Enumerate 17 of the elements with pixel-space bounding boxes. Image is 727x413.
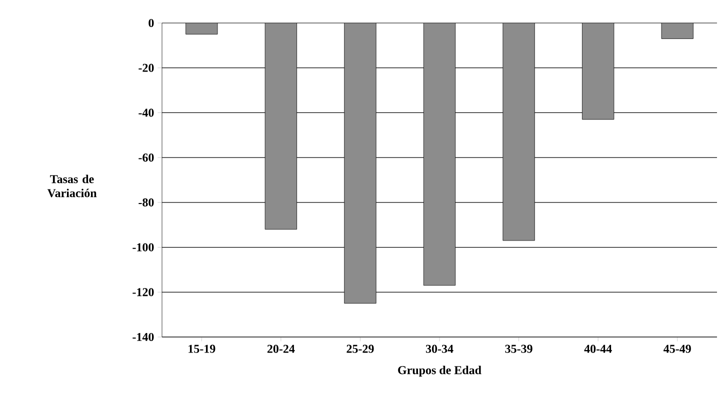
y-tick-label: -20	[138, 64, 154, 72]
y-axis-title: Tasas de Variación	[47, 174, 97, 198]
y-tick-label: -100	[132, 243, 154, 252]
y-tick-label: -140	[132, 332, 154, 342]
y-tick-label: -80	[138, 198, 154, 206]
x-tick-label: 30-34	[426, 344, 454, 353]
x-tick-label: 20-24	[267, 344, 295, 353]
x-tick-label: 35-39	[505, 344, 532, 353]
y-tick-label: -120	[132, 288, 154, 296]
x-tick-label: 40-44	[584, 344, 612, 353]
x-tick-label: 25-29	[346, 344, 374, 353]
y-tick-label: 0	[148, 18, 154, 28]
y-tick-label: -60	[138, 154, 154, 162]
x-axis-title: Grupos de Edad	[398, 366, 482, 377]
y-tick-label: -40	[138, 108, 154, 117]
x-tick-label: 15-19	[188, 344, 216, 353]
x-tick-label: 45-49	[664, 344, 691, 353]
